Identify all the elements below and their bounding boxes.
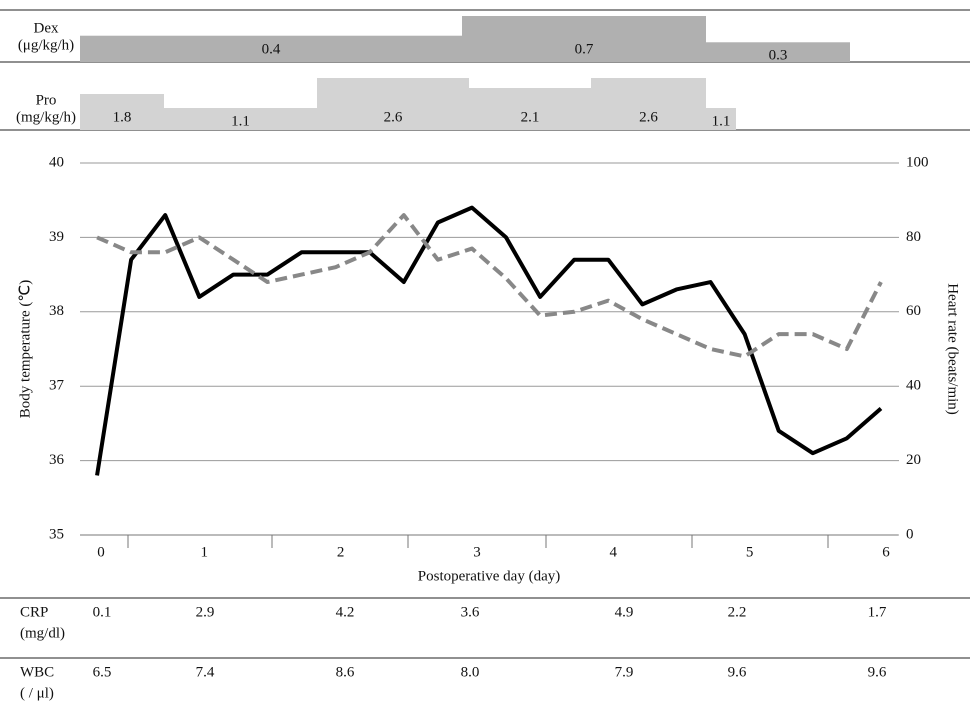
panel-unit: (μg/kg/h) [18, 37, 74, 53]
table-value: 9.6 [728, 664, 747, 680]
y2-tick-label: 80 [906, 229, 921, 245]
y2-tick-label: 60 [906, 303, 921, 319]
dose-bar [80, 35, 462, 62]
y-tick-label: 37 [49, 378, 65, 394]
table-value: 4.2 [336, 604, 355, 620]
table-value: 7.9 [615, 664, 634, 680]
dose-bar [591, 78, 706, 130]
y2-tick-label: 40 [906, 378, 921, 394]
table-label: WBC [20, 664, 54, 680]
dose-label: 0.3 [769, 48, 788, 64]
dose-bar [317, 78, 469, 130]
dose-bar [706, 42, 850, 62]
x-tick-label: 0 [97, 544, 105, 560]
y2-tick-label: 100 [906, 154, 929, 170]
x-tick-label: 1 [201, 544, 209, 560]
panel-label: Pro [36, 92, 57, 108]
panel-label: Dex [34, 20, 59, 36]
table-value: 0.1 [93, 604, 112, 620]
dose-label: 0.7 [575, 41, 594, 57]
dose-label: 2.1 [521, 109, 540, 125]
x-tick-label: 3 [473, 544, 481, 560]
x-tick-label: 5 [746, 544, 754, 560]
series-line [95, 205, 883, 476]
table-value: 1.7 [868, 604, 887, 620]
table-value: 2.9 [196, 604, 215, 620]
table-value: 8.0 [461, 664, 480, 680]
y-axis-title: Body temperature (℃) [17, 280, 33, 418]
x-tick-label: 6 [882, 544, 890, 560]
table-value: 2.2 [728, 604, 747, 620]
y2-tick-label: 0 [906, 526, 914, 542]
dose-label: 2.6 [384, 109, 403, 125]
panel-unit: (mg/kg/h) [16, 109, 76, 125]
table-value: 8.6 [336, 664, 355, 680]
dose-label: 1.1 [231, 113, 250, 129]
dose-bar [706, 108, 736, 130]
dose-bar [80, 94, 164, 130]
series-line [96, 213, 883, 359]
table-unit: ( / μl) [20, 685, 54, 701]
dose-label: 1.8 [113, 109, 132, 125]
dose-bar [462, 16, 706, 62]
dose-bar [164, 108, 317, 130]
y-tick-label: 38 [49, 303, 64, 319]
table-value: 6.5 [93, 664, 112, 680]
y-tick-label: 36 [49, 452, 65, 468]
y-tick-label: 40 [49, 154, 64, 170]
table-value: 4.9 [615, 604, 634, 620]
dose-label: 2.6 [639, 109, 658, 125]
table-value: 3.6 [461, 604, 480, 620]
dose-label: 0.4 [262, 41, 281, 57]
x-tick-label: 2 [337, 544, 345, 560]
x-axis-title: Postoperative day (day) [418, 568, 560, 584]
dose-bar [469, 88, 591, 130]
table-value: 7.4 [196, 664, 215, 680]
y-tick-label: 39 [49, 229, 64, 245]
dose-label: 1.1 [712, 113, 731, 129]
table-unit: (mg/dl) [20, 625, 65, 641]
y2-axis-title: Heart rate (beats/min) [945, 283, 961, 415]
x-tick-label: 4 [610, 544, 618, 560]
y-tick-label: 35 [49, 526, 64, 542]
table-value: 9.6 [868, 664, 887, 680]
table-label: CRP [20, 604, 48, 620]
y2-tick-label: 20 [906, 452, 921, 468]
